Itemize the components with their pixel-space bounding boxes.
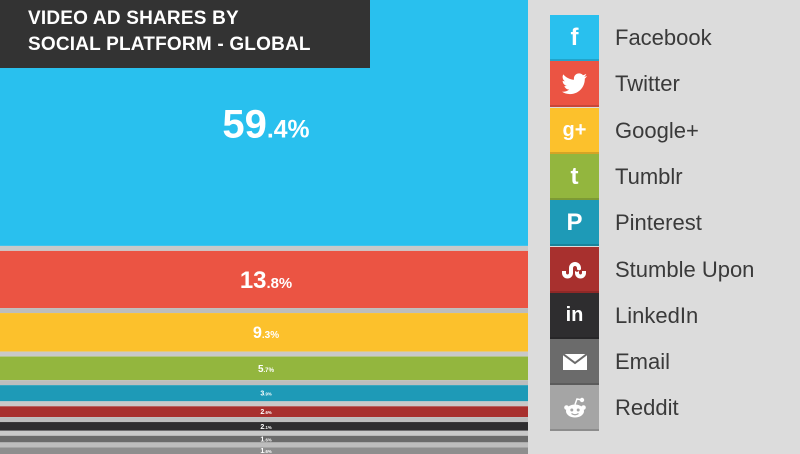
legend-label: Twitter: [615, 71, 680, 97]
data-label-decimal: .4%: [267, 116, 310, 143]
legend-item-stumble-upon: Stumble Upon: [550, 246, 755, 293]
bar-separator: [0, 308, 528, 314]
linkedin-icon: in: [550, 292, 599, 339]
reddit-icon: [550, 385, 599, 432]
bar-linkedin: [0, 422, 528, 431]
data-label: 2.1%: [260, 424, 271, 431]
data-label-decimal: .6%: [264, 410, 272, 415]
legend-item-reddit: Reddit: [550, 385, 679, 432]
email-icon: [550, 339, 599, 386]
legend-label: Stumble Upon: [615, 256, 755, 282]
legend-label: Email: [615, 349, 671, 375]
legend-item-google-: g+ Google+: [550, 107, 699, 154]
legend-label: Pinterest: [615, 210, 702, 236]
data-label-decimal: .9%: [264, 392, 272, 397]
data-label-decimal: .3%: [262, 330, 279, 341]
bar-separator: [0, 430, 528, 436]
bar-tumblr: [0, 356, 528, 381]
bar-separator: [0, 442, 528, 448]
data-label-main: 9: [253, 324, 262, 342]
data-label-decimal: .7%: [263, 367, 274, 374]
legend-item-linkedin: in LinkedIn: [550, 292, 699, 339]
legend: f Facebook Twitter g+ Google+ t Tumblr P Pintere…: [528, 0, 800, 454]
stacked-share-chart: 59.4% 13.8% 9.3% 5.7% 3.9% 2.6% 2.1% 1.6% 1.6% V…: [0, 0, 528, 454]
data-label-decimal: .8%: [267, 276, 293, 292]
legend-label: Tumblr: [615, 163, 683, 189]
facebook-icon: f: [550, 15, 599, 61]
bar-separator: [0, 351, 528, 357]
legend-item-twitter: Twitter: [550, 61, 680, 108]
data-label: 13.8%: [240, 267, 292, 294]
data-label-decimal: .6%: [264, 449, 272, 454]
data-label: 1.6%: [260, 448, 271, 454]
data-label: 3.9%: [260, 391, 271, 398]
twitter-icon: [550, 61, 599, 108]
data-label-main: 3: [260, 391, 264, 398]
legend-label: Google+: [615, 117, 699, 143]
data-label: 2.6%: [260, 409, 271, 416]
data-label: 9.3%: [253, 324, 279, 342]
data-label-main: 13: [240, 267, 267, 294]
chart-title: VIDEO AD SHARES BY SOCIAL PLATFORM - GLO…: [0, 0, 370, 68]
google-plus-icon: g+: [550, 107, 599, 154]
share-bars: 59.4%13.8%9.3%5.7%3.9%2.6%2.1%1.6%1.6%: [0, 0, 528, 454]
legend-item-tumblr: t Tumblr: [550, 153, 683, 200]
legend-label: Reddit: [615, 395, 679, 421]
bar-separator: [0, 380, 528, 386]
legend-label: LinkedIn: [615, 302, 699, 328]
data-label: 1.6%: [260, 437, 271, 444]
pinterest-icon: P: [550, 200, 599, 247]
bar-email: [0, 435, 528, 443]
bar-twitter: [0, 250, 528, 309]
bar-separator: [0, 401, 528, 407]
data-label-main: 1: [260, 437, 264, 444]
legend-label: Facebook: [615, 25, 712, 50]
legend-item-facebook: f Facebook: [550, 15, 712, 61]
data-label-decimal: .6%: [264, 438, 272, 443]
bar-separator: [0, 417, 528, 423]
data-label-main: 2: [260, 409, 264, 416]
stumbleupon-icon: [550, 246, 599, 293]
data-label: 59.4%: [222, 102, 309, 146]
data-label-main: 5: [258, 364, 264, 375]
chart-title-line-1: VIDEO AD SHARES BY: [28, 8, 239, 29]
legend-item-email: Email: [550, 339, 671, 386]
bar-separator: [0, 245, 528, 251]
bar-reddit: [0, 447, 528, 454]
bar-pinterest: [0, 385, 528, 402]
bar-google-: [0, 313, 528, 352]
data-label-main: 2: [260, 424, 264, 431]
data-label-decimal: .1%: [264, 425, 272, 430]
data-label: 5.7%: [258, 364, 275, 375]
data-label-main: 1: [260, 448, 264, 454]
chart-title-line-2: SOCIAL PLATFORM - GLOBAL: [28, 34, 311, 55]
legend-item-pinterest: P Pinterest: [550, 200, 702, 247]
data-label-main: 59: [222, 102, 267, 146]
tumblr-icon: t: [550, 153, 599, 200]
bar-stumble-upon: [0, 406, 528, 418]
